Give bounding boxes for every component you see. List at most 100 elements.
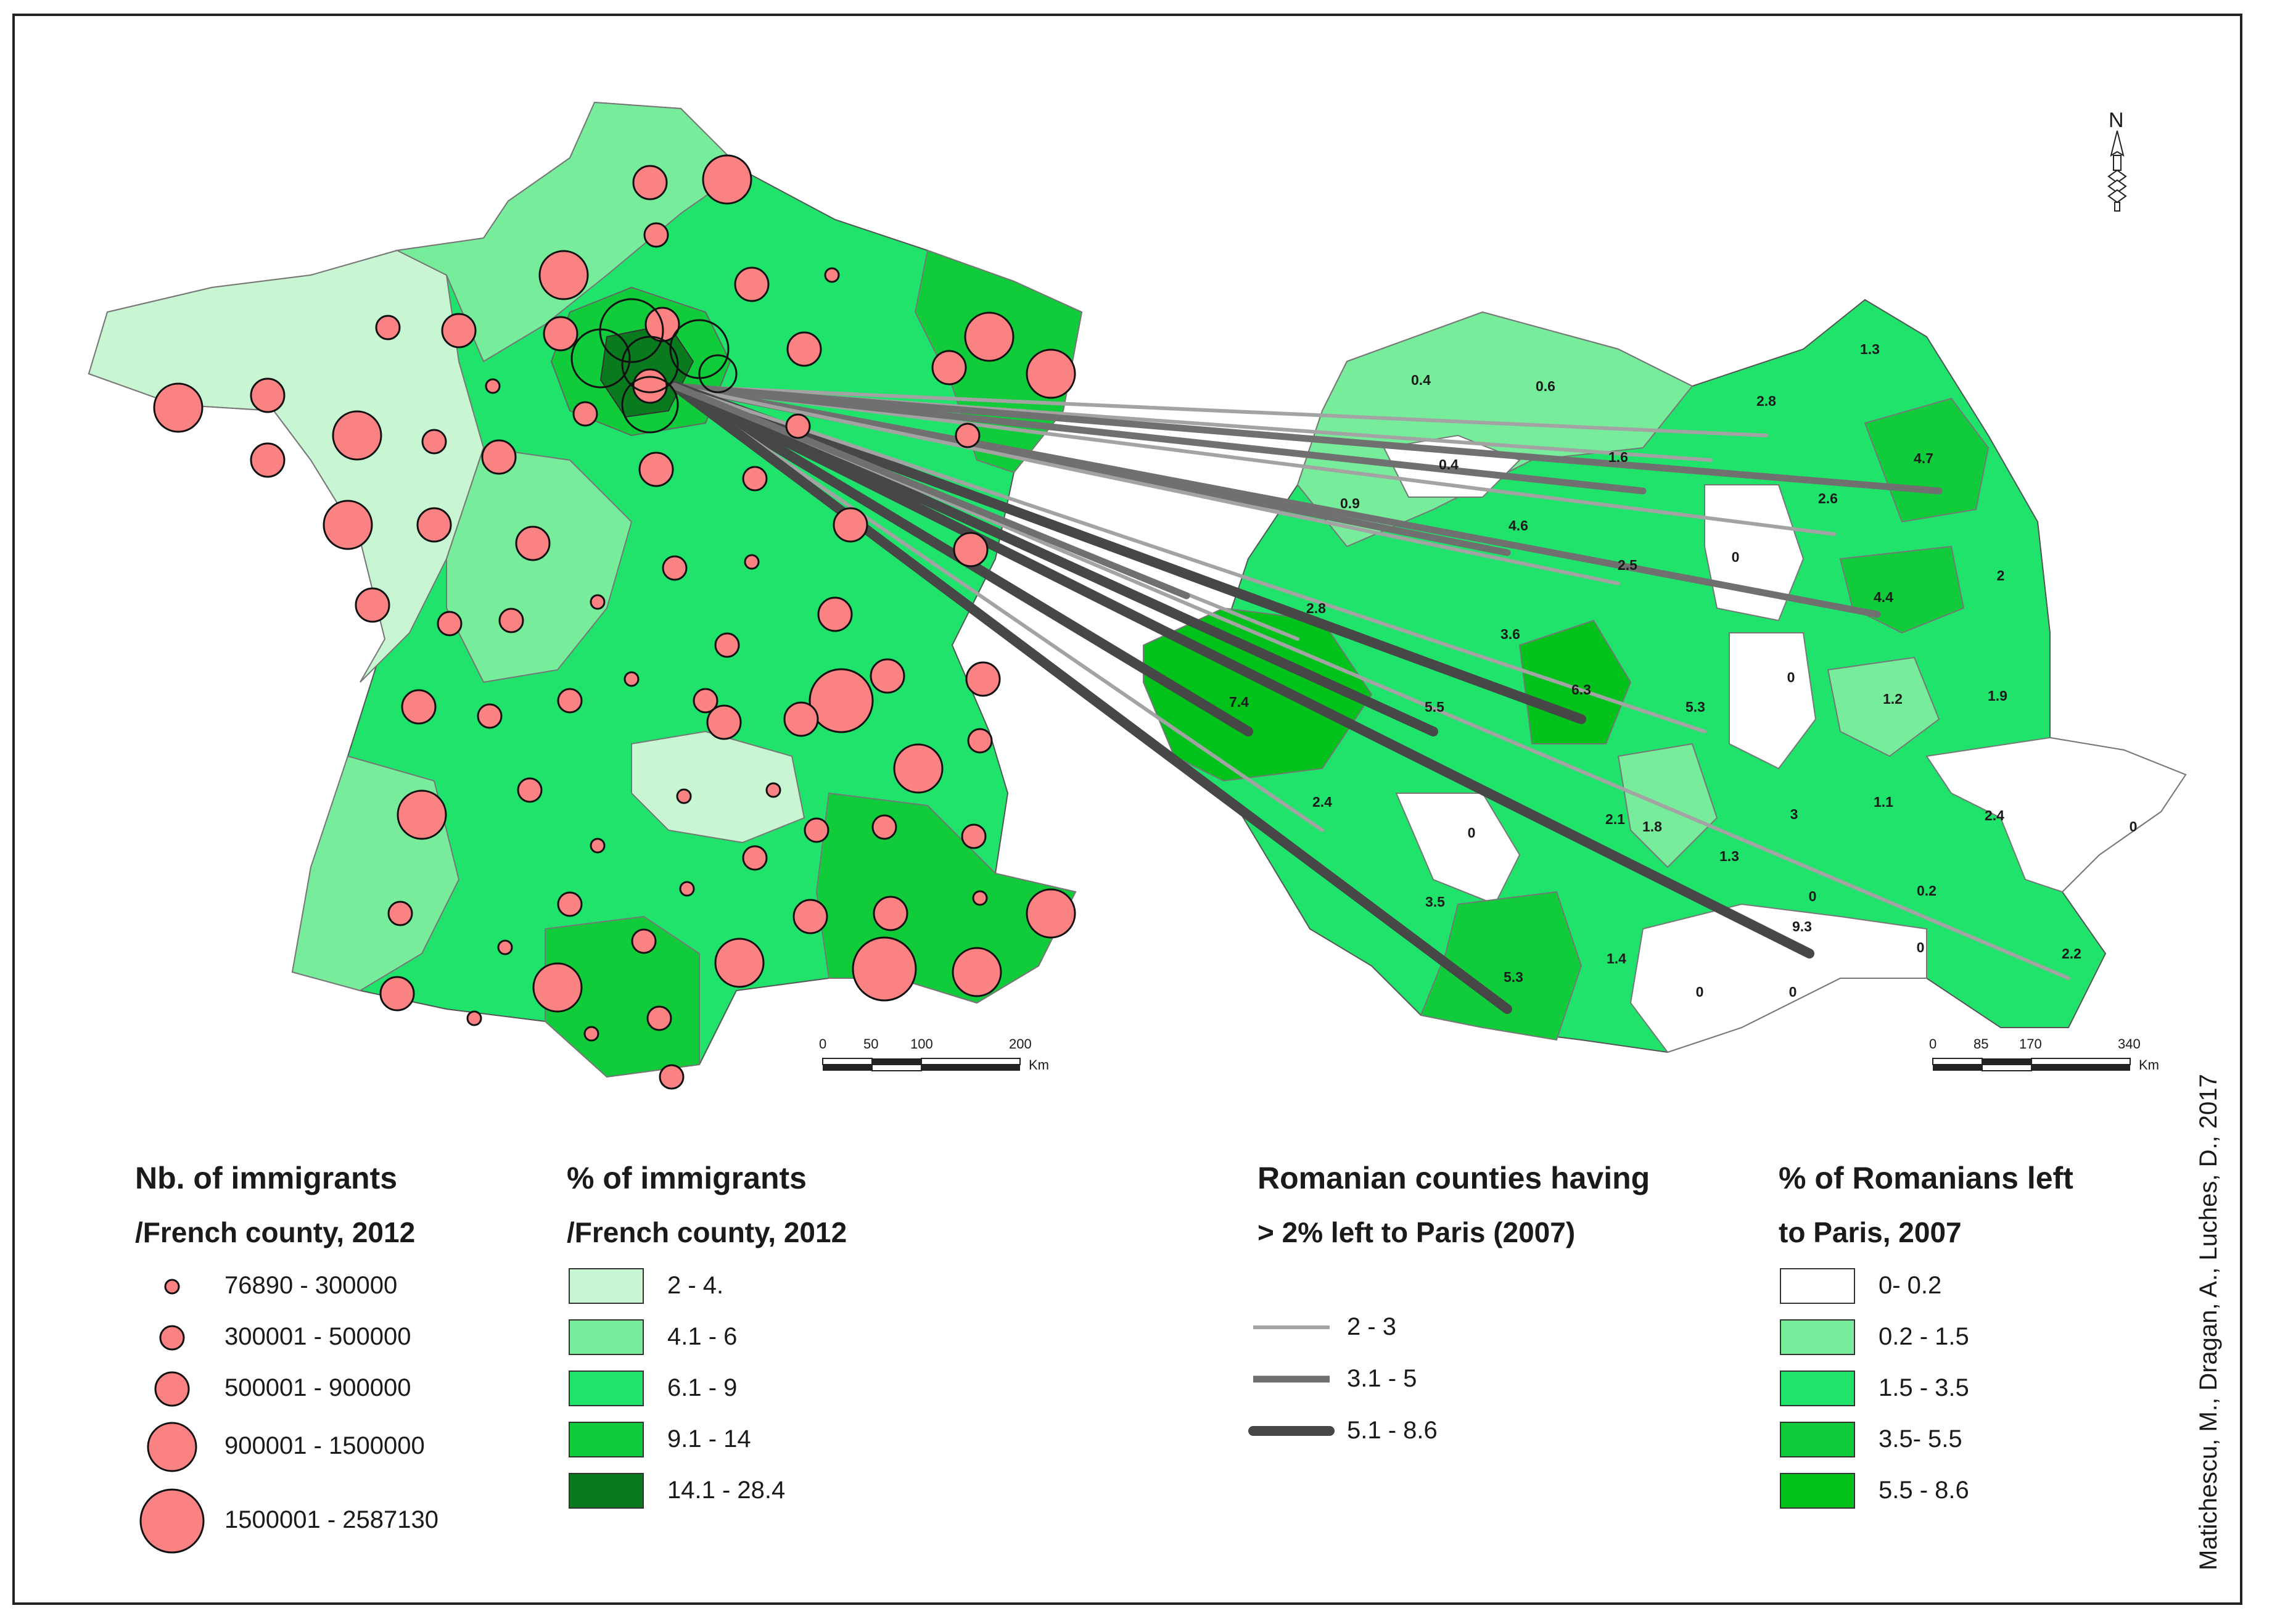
county-value-label: 4.6 — [1508, 517, 1528, 534]
france-map — [88, 101, 1083, 1078]
county-value-label: 9.3 — [1792, 918, 1812, 934]
immigrant-bubble — [498, 608, 524, 633]
bubble-legend-subtitle: /French county, 2012 — [135, 1216, 416, 1248]
bubble-legend-label-1: 76890 - 300000 — [224, 1272, 398, 1299]
immigrant-bubble — [323, 500, 373, 550]
immigrant-bubble — [379, 976, 415, 1012]
bubble-legend-title: Nb. of immigrants — [135, 1161, 398, 1195]
north-arrow-label: N — [2109, 109, 2124, 132]
immigrant-bubble — [809, 668, 874, 733]
immigrant-bubble — [632, 368, 668, 404]
romanians-pct-label-4: 3.5- 5.5 — [1879, 1425, 1962, 1453]
immigrant-bubble — [833, 507, 868, 543]
immigrant-bubble — [744, 554, 760, 570]
immigrant-bubble — [250, 442, 286, 478]
flow-line — [671, 382, 1647, 495]
north-arrow-icon: N — [2107, 109, 2127, 212]
immigrant-bubble — [153, 382, 204, 433]
immigrant-bubble — [416, 507, 452, 543]
immigrant-bubble — [676, 788, 692, 804]
romanians-pct-swatch-3 — [1780, 1371, 1855, 1406]
immigrant-bubble — [679, 881, 695, 897]
immigrant-pct-legend-subtitle: /French county, 2012 — [567, 1216, 847, 1248]
immigrant-bubble — [742, 466, 768, 492]
immigrant-bubble — [804, 817, 829, 843]
immigrant-bubble — [952, 947, 1002, 997]
county-value-label: 1.9 — [1988, 688, 2007, 704]
romania-scale-tick-1: 85 — [1974, 1036, 1989, 1052]
romanians-pct-label-3: 1.5 - 3.5 — [1879, 1374, 1969, 1401]
immigrant-bubble — [734, 266, 770, 302]
immigrant-bubble — [515, 526, 551, 561]
immigrant-bubble — [646, 1005, 672, 1031]
immigrant-bubble — [590, 594, 606, 610]
immigrant-bubble — [397, 789, 447, 840]
romania-county-values: 1.3 0.4 0.6 2.8 0.4 1.6 4.7 0.9 4.6 2.6 0 2.5 2 4.4 2.… — [1229, 341, 2137, 1000]
county-value-label: 2.2 — [2062, 946, 2081, 962]
bubble-legend-symbol-1 — [164, 1279, 180, 1295]
immigrant-bubble — [481, 439, 517, 475]
county-value-label: 2.8 — [1306, 600, 1326, 616]
romanians-pct-label-5: 5.5 - 8.6 — [1879, 1477, 1969, 1504]
immigrant-bubble — [401, 689, 437, 725]
flow-line — [673, 384, 1836, 536]
romania-scale-unit: Km — [2139, 1057, 2159, 1073]
romanians-pct-legend-subtitle: to Paris, 2007 — [1779, 1216, 1962, 1248]
immigrant-pct-label-2: 4.1 - 6 — [667, 1323, 738, 1350]
france-scale-tick-1: 50 — [863, 1036, 879, 1052]
immigrant-bubble — [543, 316, 578, 352]
immigrant-bubble — [643, 222, 669, 248]
immigrant-bubble — [871, 814, 897, 840]
france-scale-tick-0: 0 — [819, 1036, 827, 1052]
immigrant-bubble — [742, 845, 768, 871]
flow-line — [671, 382, 1881, 618]
immigrant-bubble — [517, 777, 543, 803]
immigrant-bubble — [693, 688, 718, 714]
romanians-pct-swatch-4 — [1780, 1422, 1855, 1457]
county-value-label: 0 — [1787, 669, 1795, 685]
immigrant-bubble — [572, 401, 598, 427]
immigrant-bubble — [590, 838, 606, 854]
france-scale-unit: Km — [1029, 1057, 1049, 1073]
immigrant-bubble — [421, 429, 447, 455]
immigrant-bubble — [953, 532, 989, 567]
county-value-label: 3.6 — [1500, 626, 1520, 642]
immigrant-bubble — [714, 632, 740, 658]
immigrant-bubbles — [153, 154, 1076, 1090]
romania-scale-bar — [1932, 1058, 2131, 1071]
immigrant-bubble — [583, 1026, 599, 1042]
france-scale-tick-2: 100 — [910, 1036, 933, 1052]
immigrant-bubble — [557, 891, 583, 917]
flows-legend-label-2: 3.1 - 5 — [1347, 1365, 1417, 1392]
immigrant-bubble — [792, 899, 828, 934]
immigrant-bubble — [624, 671, 640, 687]
county-value-label: 0 — [1789, 984, 1797, 1000]
romanians-pct-label-1: 0- 0.2 — [1879, 1272, 1942, 1299]
immigrant-pct-swatch-2 — [569, 1319, 644, 1355]
immigrant-bubble — [852, 936, 917, 1002]
immigrant-bubble — [538, 250, 589, 300]
bubble-legend-symbol-4 — [147, 1422, 197, 1472]
county-value-label: 2.5 — [1618, 557, 1637, 573]
romania-center-light-region — [1617, 743, 1718, 868]
county-value-label: 2.6 — [1818, 490, 1838, 506]
romanians-pct-swatch-5 — [1780, 1473, 1855, 1509]
immigrant-pct-label-3: 6.1 - 9 — [667, 1374, 738, 1401]
immigrant-bubble — [785, 413, 811, 439]
immigrant-bubble — [817, 596, 853, 632]
romania-white-southwest — [1395, 793, 1521, 905]
france-scale-bar — [822, 1058, 1021, 1071]
immigrant-pct-label-4: 9.1 - 14 — [667, 1425, 751, 1453]
immigrant-bubble — [631, 928, 657, 954]
county-value-label: 1.3 — [1719, 848, 1739, 864]
romania-east-light-region — [1827, 656, 1940, 757]
bubble-legend-label-5: 1500001 - 2587130 — [224, 1506, 438, 1533]
bubble-legend-symbol-2 — [159, 1325, 185, 1351]
immigrant-pct-swatch-5 — [569, 1473, 644, 1509]
immigrant-bubble — [972, 890, 988, 906]
france-scale-tick-3: 200 — [1009, 1036, 1032, 1052]
immigrant-bubble — [1026, 888, 1076, 939]
flow-line — [670, 381, 1814, 958]
immigrant-bubble — [824, 267, 840, 283]
immigrant-bubble — [893, 743, 944, 794]
